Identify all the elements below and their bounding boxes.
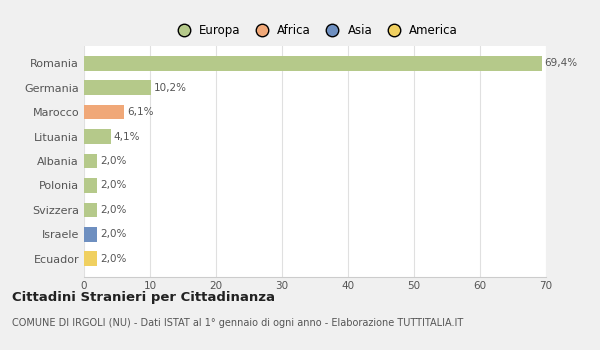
Bar [84, 251, 97, 266]
Bar [84, 203, 97, 217]
Text: 2,0%: 2,0% [100, 254, 126, 264]
Bar [84, 178, 97, 193]
Text: Cittadini Stranieri per Cittadinanza: Cittadini Stranieri per Cittadinanza [12, 290, 275, 303]
Bar [84, 154, 97, 168]
Bar [84, 80, 151, 95]
Bar [84, 105, 124, 119]
Text: 4,1%: 4,1% [114, 132, 140, 142]
Text: 6,1%: 6,1% [127, 107, 154, 117]
Bar [84, 227, 97, 242]
Text: COMUNE DI IRGOLI (NU) - Dati ISTAT al 1° gennaio di ogni anno - Elaborazione TUT: COMUNE DI IRGOLI (NU) - Dati ISTAT al 1°… [12, 318, 463, 329]
Bar [84, 56, 542, 71]
Text: 2,0%: 2,0% [100, 180, 126, 190]
Text: 2,0%: 2,0% [100, 229, 126, 239]
Bar [84, 129, 111, 144]
Legend: Europa, Africa, Asia, America: Europa, Africa, Asia, America [167, 19, 463, 42]
Text: 69,4%: 69,4% [545, 58, 578, 68]
Text: 10,2%: 10,2% [154, 83, 187, 93]
Text: 2,0%: 2,0% [100, 205, 126, 215]
Text: 2,0%: 2,0% [100, 156, 126, 166]
